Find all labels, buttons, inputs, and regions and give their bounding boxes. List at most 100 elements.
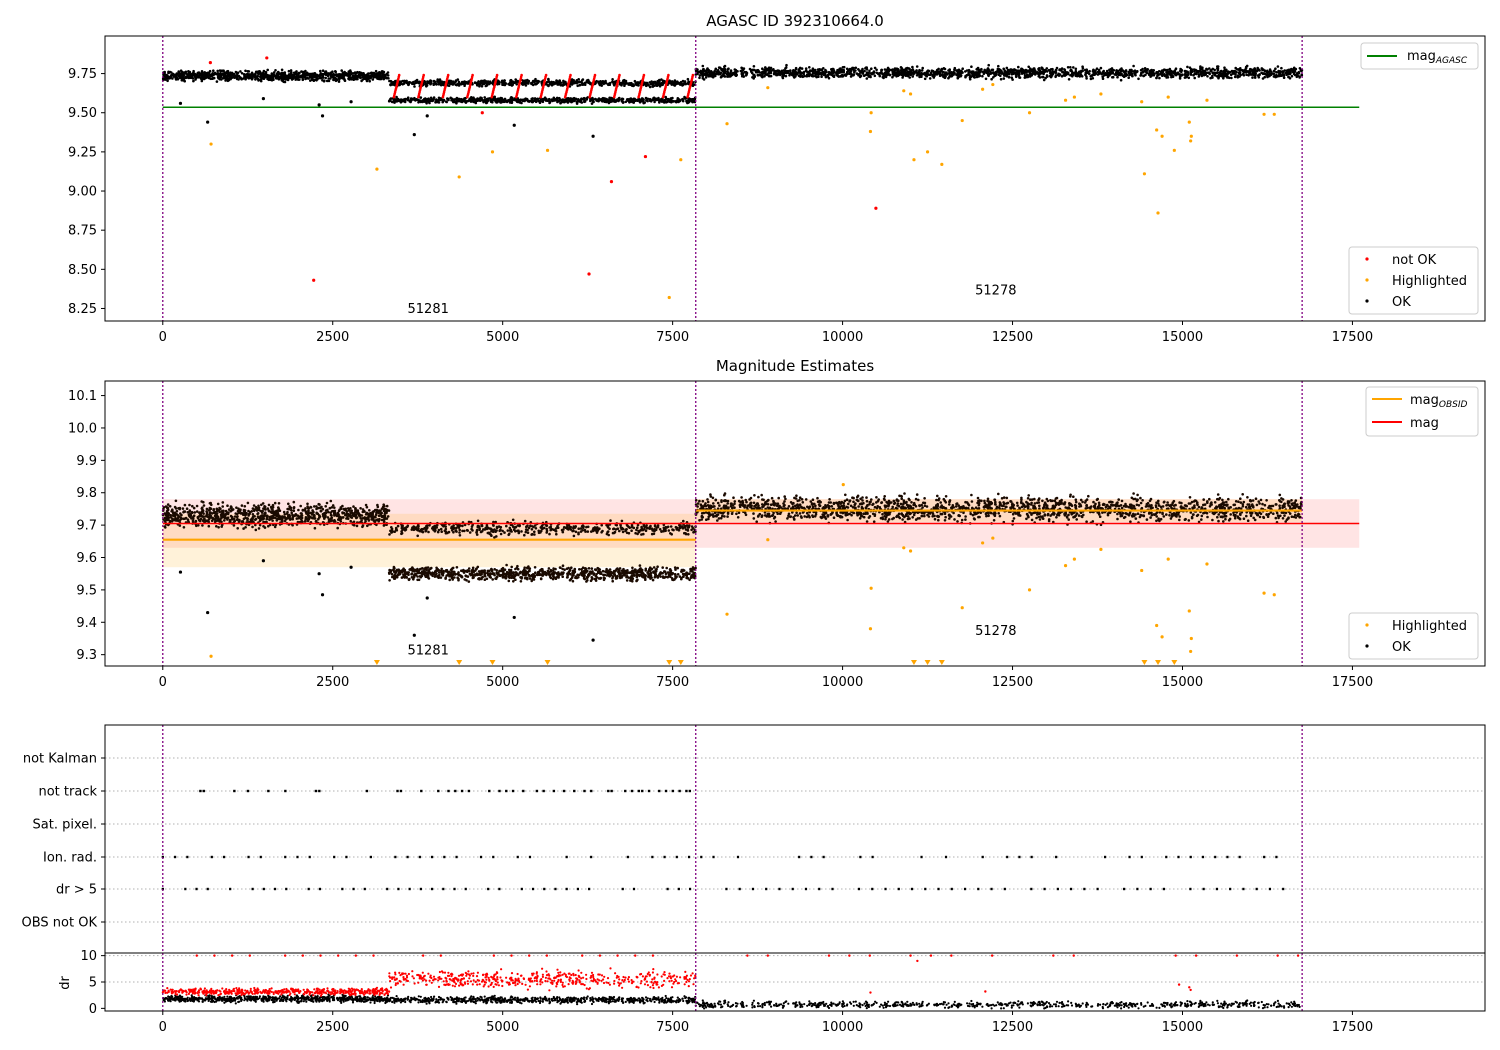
ok-point [668,79,671,82]
ok-point [810,74,814,78]
ok-point [483,96,487,99]
ok-point [200,70,204,73]
ok-point [247,70,251,73]
x-tick-label: 17500 [1332,330,1373,345]
ok-point [1228,70,1232,74]
ok-point [601,99,605,103]
ok-point [745,71,748,75]
ok-point [351,72,355,75]
ok-point [187,73,191,76]
highlighted-point [457,175,461,179]
ok-point [455,96,459,100]
ok-point [892,71,896,74]
ok-point [939,69,943,72]
ok-point [205,512,209,515]
ok-point [310,73,314,76]
ok-point [1040,70,1044,74]
panel1-legend-top: magAGASC [1360,42,1479,70]
highlighted-point [1166,95,1170,99]
ok-point [664,95,667,99]
ok-point [570,100,573,104]
ok-point [320,114,325,118]
y-tick-label: 8.25 [68,302,97,317]
ok-point [1054,71,1058,75]
ok-point [623,84,626,87]
ok-point [368,509,371,512]
ok-point [262,69,266,73]
ok-point [1298,76,1301,79]
ok-point [1017,69,1021,72]
ok-point [1225,74,1229,78]
ok-point [463,98,466,102]
ok-point [1257,76,1261,79]
ok-point [267,76,271,79]
ok-point [742,67,746,70]
ok-point [326,516,330,519]
highlighted-point [991,82,995,87]
ok-point [1121,69,1124,72]
ok-point [1013,68,1017,72]
ok-point [1002,77,1006,80]
ok-point [975,68,978,71]
ok-point [564,80,567,84]
highlighted-point [869,111,873,115]
ok-point [609,96,612,100]
ok-point [912,70,915,73]
ok-point [748,67,752,71]
ok-point [733,71,737,74]
ok-point [1295,73,1298,77]
y-tick-label: 9.25 [68,145,97,160]
ok-point [254,528,258,532]
ok-point [781,75,784,78]
ok-point [258,70,261,73]
ok-point [221,509,225,513]
ok-point [1249,68,1253,71]
ok-point [668,81,671,85]
highlighted-point [1189,139,1193,143]
ok-point [1116,75,1119,79]
ok-point [701,77,705,80]
highlighted-point [1172,148,1176,152]
ok-point [853,69,856,72]
ok-point [1292,68,1295,71]
ok-point [932,76,936,79]
obsid-annotation: 51281 [408,302,449,317]
ok-point [820,68,823,72]
ok-point [1007,72,1010,76]
ok-point [683,82,687,85]
ok-point [1063,68,1066,71]
ok-point [999,74,1002,78]
ok-point [235,506,238,510]
ok-point [1003,69,1006,72]
ok-point [280,71,284,75]
ok-point [1271,72,1274,75]
ok-point [832,71,835,74]
ok-point [762,71,765,75]
not-ok-point [667,73,670,77]
ok-point [854,66,858,70]
ok-point [1045,74,1049,77]
ok-point [502,80,506,83]
ok-point [915,74,919,77]
ok-point [964,70,967,73]
not-ok-point [643,154,648,159]
ok-point [177,72,180,75]
ok-point [340,69,344,72]
ok-point [292,76,296,79]
ok-point [457,80,461,84]
ok-point [846,70,849,74]
ok-point [385,76,388,80]
legend-label-not-ok: not OK [1392,253,1437,268]
ok-point [289,74,293,78]
ok-point [910,69,913,72]
ok-point [739,69,743,73]
ok-point [1135,70,1138,74]
ok-point [348,70,352,74]
highlighted-point [375,167,379,171]
ok-point [336,526,340,530]
ok-point [193,511,197,514]
ok-point [302,72,305,76]
ok-point [757,69,760,73]
ok-point [559,98,562,102]
not-ok-point [422,73,426,77]
